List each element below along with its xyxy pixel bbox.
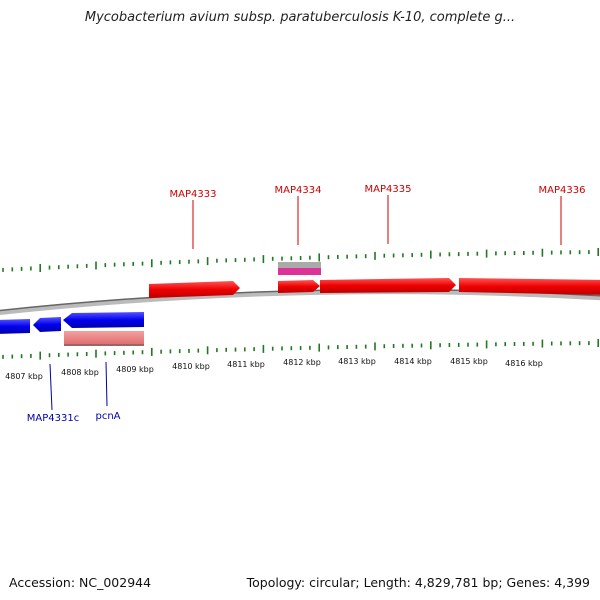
- kbp-label: 4809 kbp: [116, 365, 154, 374]
- feature-gray[interactable]: [278, 262, 321, 268]
- label-map4334[interactable]: MAP4334: [275, 185, 322, 196]
- gene-map4334[interactable]: [278, 280, 320, 293]
- kbp-label: 4813 kbp: [338, 357, 376, 366]
- gene-reverse-1[interactable]: [0, 319, 30, 334]
- accession-text: Accession: NC_002944: [9, 575, 152, 590]
- label-map4335[interactable]: MAP4335: [365, 184, 412, 195]
- gene-map4336[interactable]: [459, 278, 600, 295]
- gene-map4335[interactable]: [320, 278, 456, 293]
- kbp-label: 4811 kbp: [227, 360, 265, 369]
- label-map4336[interactable]: MAP4336: [539, 185, 586, 196]
- feature-pink-shadow: [64, 344, 144, 346]
- genome-summary: Topology: circular; Length: 4,829,781 bp…: [246, 575, 590, 590]
- label-pcna[interactable]: pcnA: [95, 411, 120, 422]
- kbp-label: 4815 kbp: [450, 357, 488, 366]
- gene-pcna[interactable]: [63, 312, 144, 328]
- feature-pink[interactable]: [64, 331, 144, 344]
- kbp-label: 4810 kbp: [172, 362, 210, 371]
- genome-backbone: [0, 289, 600, 315]
- leader-pcna: [105, 361, 108, 407]
- kbp-scale-labels: 4807 kbp 4808 kbp 4809 kbp 4810 kbp 4811 kbp…: [5, 357, 543, 381]
- kbp-label: 4814 kbp: [394, 357, 432, 366]
- label-map4331c[interactable]: MAP4331c: [27, 413, 79, 424]
- kbp-label: 4807 kbp: [5, 372, 43, 381]
- bottom-tick-row: [2, 339, 600, 360]
- feature-magenta[interactable]: [278, 268, 321, 275]
- kbp-label: 4812 kbp: [283, 358, 321, 367]
- gene-map4331c[interactable]: [33, 317, 61, 332]
- top-tick-row: [2, 248, 600, 272]
- leader-map4331c: [49, 363, 53, 411]
- kbp-label: 4816 kbp: [505, 359, 543, 368]
- kbp-label: 4808 kbp: [61, 368, 99, 377]
- map-title: Mycobacterium avium subsp. paratuberculo…: [84, 10, 516, 25]
- label-map4333[interactable]: MAP4333: [170, 189, 217, 200]
- gene-map4333[interactable]: [149, 281, 240, 298]
